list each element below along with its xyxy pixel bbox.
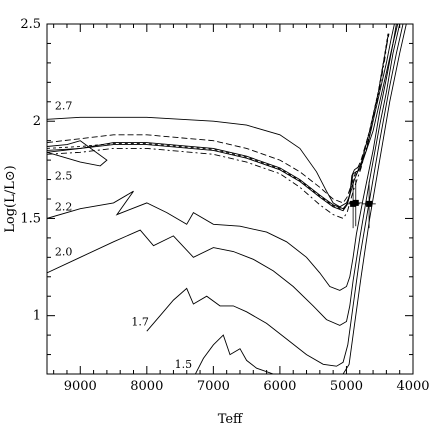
x-tick-label: 9000 <box>64 379 97 394</box>
axis-tick-labels: 9000 8000 7000 6000 5000 4000 1 1.5 2 2.5 <box>20 17 429 394</box>
axis-ticks <box>47 23 414 374</box>
track-line-1-7 <box>146 24 404 367</box>
y-tick-label: 2 <box>33 114 41 129</box>
x-tick-label: 6000 <box>263 379 296 394</box>
track-line-model-7 <box>47 33 390 204</box>
y-tick-label: 2.5 <box>20 17 41 32</box>
track-mass-label: 2.5 <box>55 170 73 183</box>
track-mass-label: 1.7 <box>131 315 149 328</box>
track-line-model-9 <box>47 33 389 211</box>
track-labels: 2.7 2.5 2.2 2.0 1.7 1.5 <box>55 100 192 372</box>
track-line-2-5 <box>47 24 395 210</box>
track-line-model-10 <box>47 37 389 219</box>
track-line-model-8 <box>47 33 389 212</box>
track-mass-label: 2.7 <box>55 100 73 113</box>
x-tick-label: 5000 <box>330 379 363 394</box>
track-line-2-7 <box>47 24 399 208</box>
star-marker <box>366 200 373 207</box>
plot-frame <box>46 23 414 375</box>
track-line-2-2 <box>47 24 397 291</box>
x-tick-label: 4000 <box>396 379 429 394</box>
star-marker <box>352 199 359 206</box>
x-tick-label: 7000 <box>197 379 230 394</box>
x-tick-label: 8000 <box>130 379 163 394</box>
track-mass-label: 1.5 <box>175 358 193 371</box>
observed-stars <box>346 179 376 229</box>
track-line-1-5 <box>194 334 274 374</box>
y-tick-label: 1.5 <box>20 211 41 226</box>
track-mass-label: 2.2 <box>55 201 73 214</box>
track-line-2-0 <box>47 24 401 326</box>
evolutionary-tracks <box>47 24 407 374</box>
track-mass-label: 2.0 <box>55 245 73 258</box>
y-tick-label: 1 <box>33 309 41 324</box>
x-axis-label: Teff <box>218 412 244 427</box>
y-axis-label: Log(L/L⊙) <box>3 165 18 232</box>
track-line-1-5-continued- <box>299 24 407 374</box>
